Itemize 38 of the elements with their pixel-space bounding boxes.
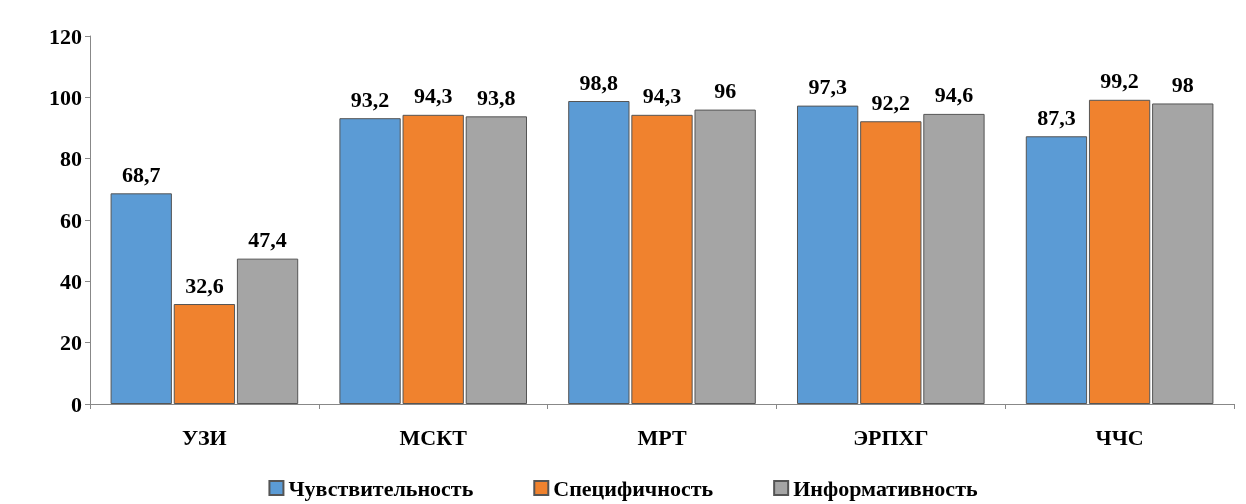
bar xyxy=(1025,136,1088,404)
bar xyxy=(1152,103,1214,404)
data-label: 96 xyxy=(714,78,737,104)
data-label: 87,3 xyxy=(1037,104,1076,130)
data-label: 68,7 xyxy=(122,161,161,187)
bar xyxy=(173,304,236,404)
data-label: 92,2 xyxy=(871,89,911,115)
data-label: 94,6 xyxy=(934,82,974,108)
x-tick-label: ЧЧС xyxy=(1095,424,1144,450)
x-tick-label: ЭРПХГ xyxy=(853,424,929,450)
bar xyxy=(236,258,299,404)
data-label: 98,8 xyxy=(579,69,619,95)
bar xyxy=(110,193,172,404)
legend-label: Чувствительность xyxy=(288,475,474,501)
bar xyxy=(796,105,859,404)
y-tick-label: 100 xyxy=(49,84,82,110)
data-label: 98 xyxy=(1171,71,1194,97)
bar xyxy=(465,116,528,404)
y-tick-label: 20 xyxy=(60,330,82,356)
x-tick-label: УЗИ xyxy=(182,424,227,450)
data-label: 94,3 xyxy=(413,83,453,109)
legend-label: Информативность xyxy=(793,475,978,501)
legend-label: Специфичность xyxy=(553,475,714,501)
data-label: 94,3 xyxy=(642,83,682,109)
data-label: 93,2 xyxy=(350,86,390,112)
data-label: 97,3 xyxy=(808,74,847,100)
y-tick-label: 60 xyxy=(60,207,82,233)
y-tick-label: 0 xyxy=(71,391,82,417)
data-label: 99,2 xyxy=(1100,68,1139,94)
x-tick-label: МСКТ xyxy=(399,424,468,450)
data-label: 47,4 xyxy=(248,227,287,253)
data-label: 32,6 xyxy=(185,272,224,298)
y-tick-label: 80 xyxy=(60,146,82,172)
y-tick-label: 40 xyxy=(60,268,82,294)
bar xyxy=(1088,99,1151,404)
x-tick-label: МРТ xyxy=(637,424,687,450)
data-label: 93,8 xyxy=(477,84,516,110)
y-tick-label: 120 xyxy=(49,23,82,49)
